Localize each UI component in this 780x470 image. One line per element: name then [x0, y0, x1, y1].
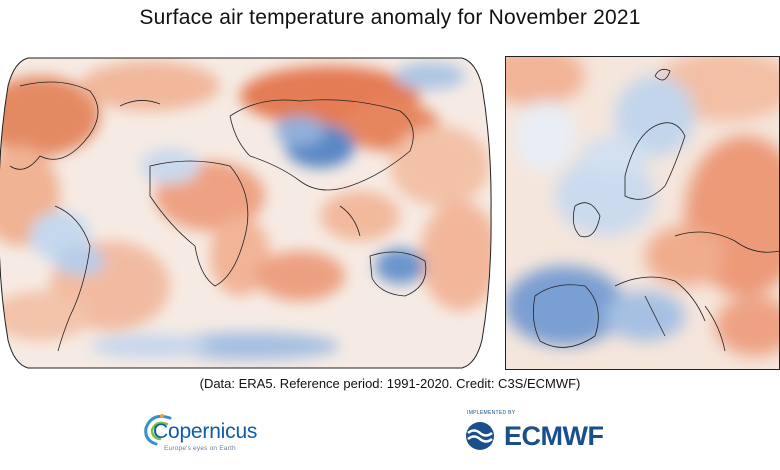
ecmwf-tagline: IMPLEMENTED BY	[467, 410, 516, 416]
coastlines	[9, 81, 427, 352]
coastlines	[532, 68, 780, 352]
global-anomaly-map	[0, 57, 492, 369]
ecmwf-logo: IMPLEMENTED BY ECMWF	[463, 410, 613, 455]
europe-anomaly-map	[505, 56, 780, 370]
ecmwf-wave-icon	[466, 422, 494, 450]
copernicus-tagline: Europe's eyes on Earth	[164, 445, 236, 452]
page-title: Surface air temperature anomaly for Nove…	[139, 6, 641, 29]
data-credit: (Data: ERA5. Reference period: 1991-2020…	[199, 376, 581, 391]
copernicus-wordmark: Copernicus	[153, 420, 258, 443]
copernicus-swirl-icon	[144, 414, 172, 446]
copernicus-logo: Copernicus Europe's eyes on Earth	[140, 406, 270, 456]
ecmwf-wordmark: ECMWF	[504, 421, 604, 451]
